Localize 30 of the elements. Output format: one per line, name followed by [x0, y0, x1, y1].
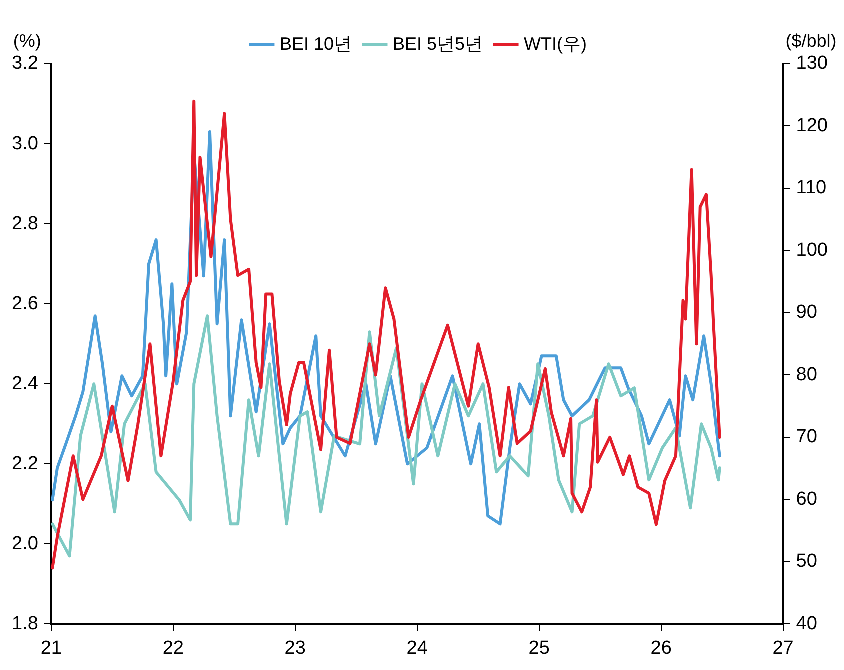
x-tick-label: 25	[528, 638, 550, 659]
x-tick-label: 24	[406, 638, 428, 659]
y-tick-label: 2.6	[12, 293, 38, 314]
y2-tick-label: 40	[796, 613, 818, 634]
y2-axis-title: ($/bbl)	[786, 30, 837, 51]
y2-tick-label: 130	[796, 53, 828, 74]
x-tick-label: 23	[284, 638, 306, 659]
y2-tick-label: 70	[796, 426, 818, 448]
y2-tick-label: 50	[796, 551, 818, 572]
y-tick-label: 2.2	[12, 453, 38, 474]
x-tick-label: 22	[162, 638, 184, 659]
legend-label: WTI(우)	[524, 34, 588, 54]
y2-tick-label: 90	[796, 302, 818, 324]
y2-tick-label: 120	[796, 115, 828, 136]
legend-label: BEI 10년	[280, 34, 352, 54]
legend-label: BEI 5년5년	[393, 34, 484, 54]
y2-tick-label: 80	[796, 364, 818, 386]
y-tick-label: 3.2	[12, 53, 38, 74]
x-tick-label: 21	[40, 638, 62, 659]
y2-tick-label: 100	[796, 240, 828, 261]
y-tick-label: 2.0	[12, 533, 38, 554]
y-tick-label: 2.4	[12, 373, 39, 394]
y-tick-label: 2.8	[12, 213, 38, 234]
y-axis-title: (%)	[13, 30, 42, 51]
y2-tick-label: 110	[796, 178, 827, 199]
x-tick-label: 27	[772, 638, 794, 659]
y2-tick-label: 60	[796, 488, 818, 510]
x-tick-label: 26	[650, 638, 672, 659]
y-tick-label: 3.0	[12, 133, 38, 154]
y-tick-label: 1.8	[12, 613, 38, 634]
